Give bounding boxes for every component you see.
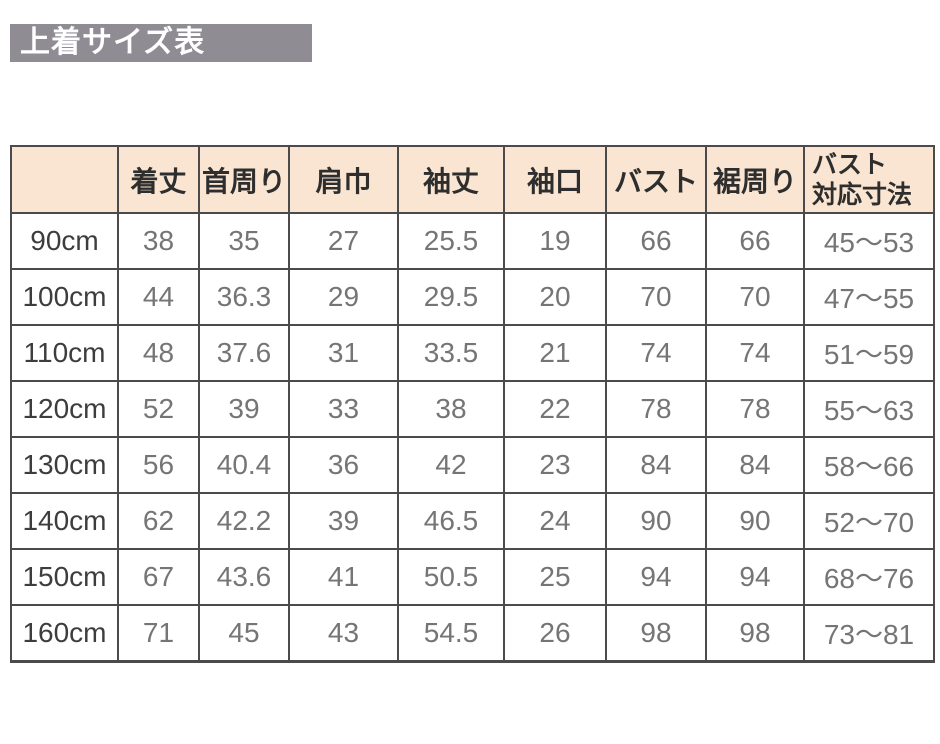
table-cell: 73〜81 — [803, 604, 935, 662]
table-cell: 26 — [503, 604, 607, 662]
table-row: 150cm 67 43.6 41 50.5 25 94 94 68〜76 — [10, 548, 935, 606]
table-cell: 42.2 — [198, 492, 290, 550]
column-header-bust-range: バスト 対応寸法 — [803, 145, 935, 214]
table-cell: 39 — [288, 492, 399, 550]
column-header-blank — [10, 145, 119, 214]
table-cell: 74 — [705, 324, 805, 382]
table-cell: 78 — [605, 380, 707, 438]
table-cell: 68〜76 — [803, 548, 935, 606]
table-cell: 67 — [117, 548, 200, 606]
table-cell: 20 — [503, 268, 607, 326]
table-cell: 98 — [705, 604, 805, 662]
table-row: 140cm 62 42.2 39 46.5 24 90 90 52〜70 — [10, 492, 935, 550]
table-cell: 25 — [503, 548, 607, 606]
table-cell: 56 — [117, 436, 200, 494]
table-cell: 19 — [503, 212, 607, 270]
table-cell: 41 — [288, 548, 399, 606]
table-row: 90cm 38 35 27 25.5 19 66 66 45〜53 — [10, 212, 935, 270]
table-cell: 27 — [288, 212, 399, 270]
table-cell: 70 — [605, 268, 707, 326]
table-cell: 45〜53 — [803, 212, 935, 270]
column-header-body-length: 着丈 — [117, 145, 200, 214]
table-cell: 58〜66 — [803, 436, 935, 494]
table-row: 130cm 56 40.4 36 42 23 84 84 58〜66 — [10, 436, 935, 494]
column-header-shoulder: 肩巾 — [288, 145, 399, 214]
table-cell: 43.6 — [198, 548, 290, 606]
row-label: 100cm — [10, 268, 119, 326]
table-cell: 90 — [605, 492, 707, 550]
column-header-neck: 首周り — [198, 145, 290, 214]
table-cell: 52 — [117, 380, 200, 438]
table-cell: 44 — [117, 268, 200, 326]
table-cell: 90 — [705, 492, 805, 550]
table-cell: 43 — [288, 604, 399, 662]
column-header-bust: バスト — [605, 145, 707, 214]
table-cell: 38 — [397, 380, 505, 438]
table-cell: 23 — [503, 436, 607, 494]
table-cell: 25.5 — [397, 212, 505, 270]
row-label: 140cm — [10, 492, 119, 550]
table-cell: 98 — [605, 604, 707, 662]
table-row: 100cm 44 36.3 29 29.5 20 70 70 47〜55 — [10, 268, 935, 326]
table-cell: 50.5 — [397, 548, 505, 606]
row-label: 150cm — [10, 548, 119, 606]
table-cell: 37.6 — [198, 324, 290, 382]
table-cell: 36 — [288, 436, 399, 494]
table-cell: 84 — [705, 436, 805, 494]
table-row: 160cm 71 45 43 54.5 26 98 98 73〜81 — [10, 604, 935, 662]
table-cell: 45 — [198, 604, 290, 662]
table-cell: 24 — [503, 492, 607, 550]
table-cell: 29.5 — [397, 268, 505, 326]
table-cell: 47〜55 — [803, 268, 935, 326]
table-cell: 52〜70 — [803, 492, 935, 550]
table-cell: 33.5 — [397, 324, 505, 382]
table-cell: 48 — [117, 324, 200, 382]
table-cell: 74 — [605, 324, 707, 382]
table-cell: 55〜63 — [803, 380, 935, 438]
table-cell: 40.4 — [198, 436, 290, 494]
table-cell: 70 — [705, 268, 805, 326]
table-row: 120cm 52 39 33 38 22 78 78 55〜63 — [10, 380, 935, 438]
table-cell: 54.5 — [397, 604, 505, 662]
column-header-hem: 裾周り — [705, 145, 805, 214]
table-cell: 22 — [503, 380, 607, 438]
table-cell: 62 — [117, 492, 200, 550]
table-cell: 94 — [605, 548, 707, 606]
table-cell: 84 — [605, 436, 707, 494]
size-table: 着丈 首周り 肩巾 袖丈 袖口 バスト 裾周り バスト 対応寸法 90cm 38… — [10, 145, 935, 663]
table-cell: 46.5 — [397, 492, 505, 550]
page-title: 上着サイズ表 — [10, 24, 312, 62]
table-cell: 36.3 — [198, 268, 290, 326]
table-cell: 39 — [198, 380, 290, 438]
table-cell: 29 — [288, 268, 399, 326]
table-cell: 94 — [705, 548, 805, 606]
table-cell: 35 — [198, 212, 290, 270]
row-label: 160cm — [10, 604, 119, 662]
table-cell: 42 — [397, 436, 505, 494]
row-label: 120cm — [10, 380, 119, 438]
row-label: 90cm — [10, 212, 119, 270]
table-cell: 33 — [288, 380, 399, 438]
table-cell: 66 — [705, 212, 805, 270]
table-header-row: 着丈 首周り 肩巾 袖丈 袖口 バスト 裾周り バスト 対応寸法 — [10, 145, 935, 214]
table-cell: 71 — [117, 604, 200, 662]
table-cell: 51〜59 — [803, 324, 935, 382]
table-cell: 21 — [503, 324, 607, 382]
table-cell: 38 — [117, 212, 200, 270]
table-cell: 78 — [705, 380, 805, 438]
column-header-cuff: 袖口 — [503, 145, 607, 214]
row-label: 130cm — [10, 436, 119, 494]
row-label: 110cm — [10, 324, 119, 382]
table-cell: 31 — [288, 324, 399, 382]
column-header-sleeve-length: 袖丈 — [397, 145, 505, 214]
table-row: 110cm 48 37.6 31 33.5 21 74 74 51〜59 — [10, 324, 935, 382]
table-cell: 66 — [605, 212, 707, 270]
